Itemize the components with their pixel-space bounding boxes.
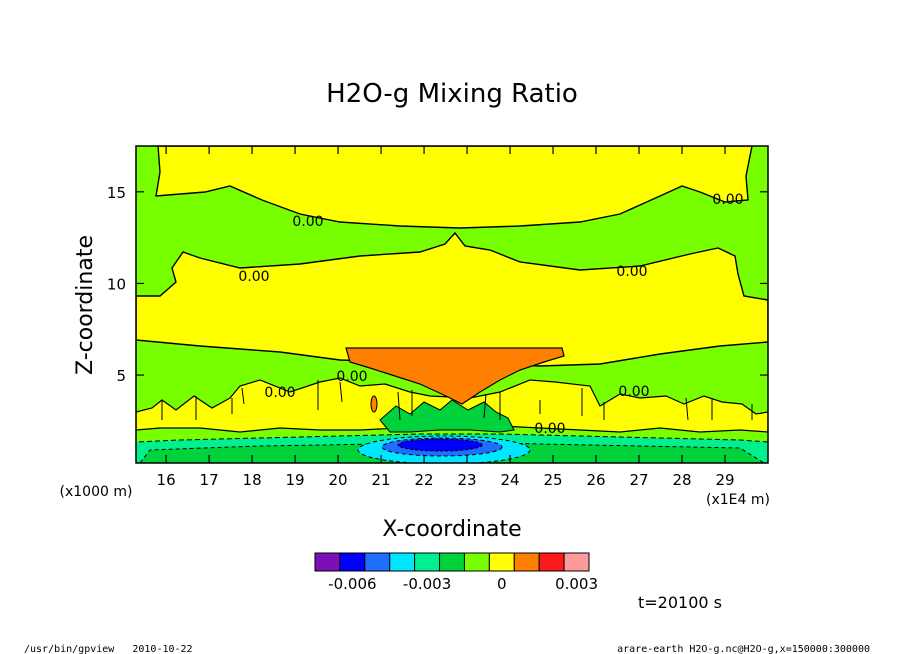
colorbar-tick-label: 0 [497, 575, 507, 593]
x-axis-title: X-coordinate [382, 517, 521, 542]
x-tick-label: 23 [458, 471, 477, 489]
y-axis-title: Z-coordinate [73, 235, 98, 375]
y-tick-label: 15 [107, 184, 126, 202]
contour-label: 0.00 [292, 214, 323, 230]
colorbar-swatch [488, 552, 515, 572]
colorbar-swatch [389, 552, 416, 572]
colorbar-tick-label: -0.006 [328, 575, 376, 593]
x-tick-label: 17 [200, 471, 219, 489]
colorbar-swatch [563, 552, 590, 572]
colorbar-swatch [364, 552, 391, 572]
colorbar-swatch [414, 552, 441, 572]
contour-label: 0.00 [618, 384, 649, 400]
x-axis: 16 17 18 19 20 21 22 23 24 25 26 27 28 29 [157, 146, 735, 489]
colorbar-swatch [339, 552, 366, 572]
green-updraft [379, 399, 515, 433]
contour-label: 0.00 [712, 192, 743, 208]
x-tick-label: 20 [329, 471, 348, 489]
contour-label: 0.00 [534, 421, 565, 437]
contour-label: 0.00 [238, 269, 269, 285]
y-axis: 5 10 15 [107, 184, 768, 385]
x-unit-label: (x1E4 m) [706, 492, 770, 508]
x-tick-label: 22 [415, 471, 434, 489]
contour-label: 0.00 [336, 369, 367, 385]
contour-label: 0.00 [264, 385, 295, 401]
x-tick-label: 16 [157, 471, 176, 489]
colorbar-tick-label: -0.003 [403, 575, 451, 593]
spike-contours [161, 380, 753, 421]
footer-right: arare-earth_H2O-g.nc@H2O-g,x=150000:3000… [617, 644, 870, 654]
colorbar-swatch [513, 552, 540, 572]
x-tick-label: 21 [372, 471, 391, 489]
x-tick-label: 25 [543, 471, 562, 489]
contour-labels: 0.00 0.00 0.00 0.00 0.00 0.00 0.00 0.00 [238, 192, 743, 437]
plot-frame [135, 145, 769, 464]
colorbar [314, 552, 590, 572]
blue-anomaly [397, 438, 483, 452]
x-tick-label: 27 [629, 471, 648, 489]
footer-left: /usr/bin/gpview 2010-10-22 [24, 644, 193, 654]
y-tick-label: 5 [116, 367, 126, 385]
y-tick-label: 10 [107, 275, 126, 293]
time-label: t=20100 s [638, 593, 722, 612]
x-tick-label: 19 [286, 471, 305, 489]
x-tick-label: 28 [672, 471, 691, 489]
x-tick-label: 18 [243, 471, 262, 489]
small-orange-cell [370, 395, 378, 413]
chart-title: H2O-g Mixing Ratio [326, 79, 578, 109]
upper-yellow-band [155, 146, 753, 229]
x-tick-label: 29 [715, 471, 734, 489]
colorbar-swatch [538, 552, 565, 572]
colorbar-swatch [439, 552, 465, 572]
orange-core [345, 347, 565, 405]
colorbar-tick-label: 0.003 [555, 575, 598, 593]
colorbar-swatch [463, 552, 490, 572]
contour-label: 0.00 [616, 264, 647, 280]
x-tick-label: 24 [500, 471, 519, 489]
y-unit-label: (x1000 m) [60, 484, 133, 500]
colorbar-ticks: -0.006 -0.003 0 0.003 [328, 575, 598, 593]
colorbar-swatch [314, 552, 341, 572]
x-tick-label: 26 [586, 471, 605, 489]
contour-field [136, 146, 768, 463]
